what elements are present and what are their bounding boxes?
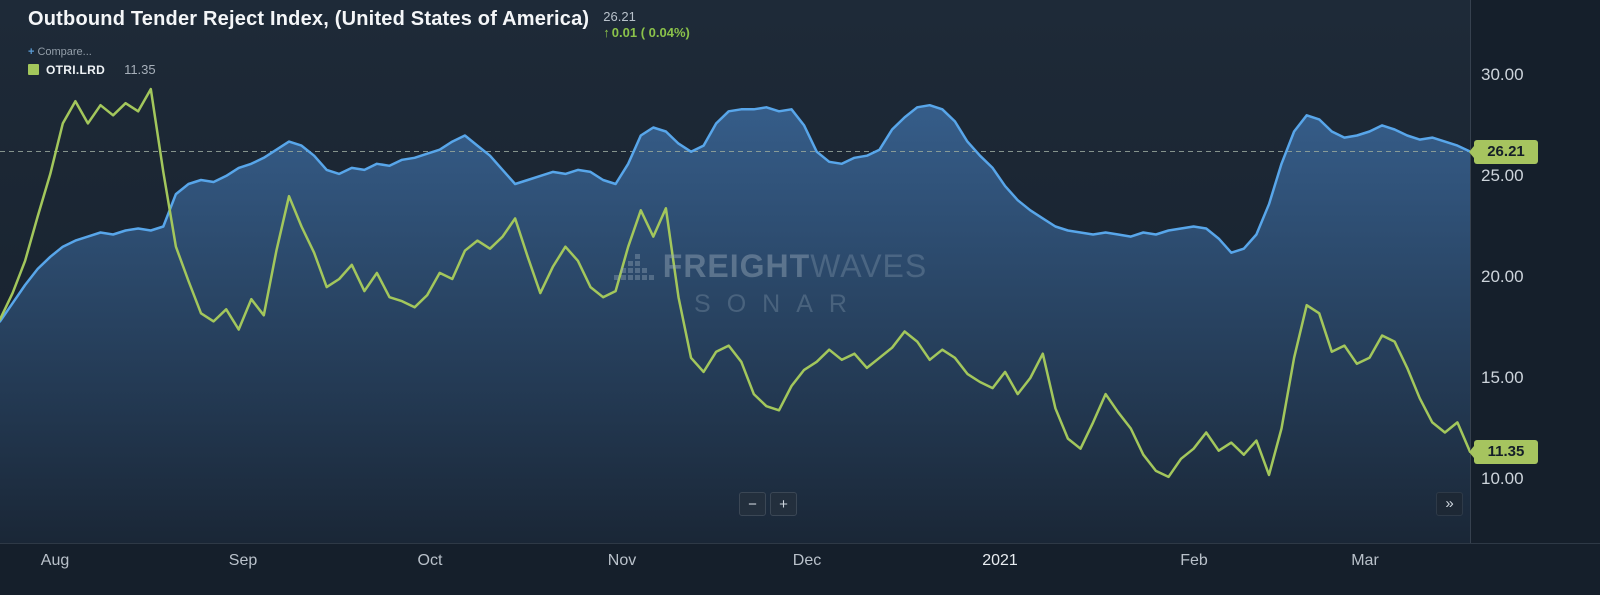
chart-plot: Outbound Tender Reject Index, (United St…	[0, 0, 1470, 543]
x-axis-label: Dec	[792, 552, 822, 569]
plus-icon: +	[28, 46, 35, 58]
y-axis-label: 30.00	[1481, 64, 1524, 84]
legend-swatch	[28, 64, 39, 75]
quote-last-value: 26.21	[603, 9, 636, 24]
y-axis-divider	[1470, 0, 1471, 543]
y-axis-label: 25.00	[1481, 165, 1524, 185]
quote-block: 26.21 ↑ 0.01 ( 0.04%)	[603, 9, 690, 41]
x-axis-label: Sep	[228, 552, 258, 569]
zoom-out-button[interactable]: −	[739, 492, 766, 516]
x-axis-label: Oct	[417, 552, 443, 569]
quote-change: ↑ 0.01 ( 0.04%)	[603, 25, 690, 41]
price-tag-value: 26.21	[1487, 143, 1525, 160]
x-axis-label: Feb	[1180, 552, 1208, 569]
x-axis[interactable]: Aug Sep Oct Nov Dec 2021 Feb Mar	[0, 544, 1600, 595]
legend-symbol: OTRI.LRD	[46, 62, 106, 77]
price-tag: 11.35	[1469, 439, 1538, 464]
x-axis-label: Mar	[1351, 552, 1379, 569]
zoom-in-button[interactable]: +	[770, 492, 797, 516]
x-axis-label: Aug	[40, 552, 70, 569]
chart-header: Outbound Tender Reject Index, (United St…	[28, 8, 690, 41]
compare-label: Compare...	[37, 46, 92, 58]
lrd-line	[0, 87, 1470, 479]
quote-change-text: 0.01 ( 0.04%)	[611, 25, 690, 40]
compare-button[interactable]: + Compare...	[28, 46, 92, 58]
legend-value: 11.35	[124, 62, 156, 77]
x-axis-divider	[0, 543, 1600, 544]
price-tag-arrow-icon	[1469, 145, 1474, 158]
up-arrow-icon: ↑	[603, 25, 610, 40]
legend-item-otri-lrd[interactable]: OTRI.LRD 11.35	[28, 62, 156, 77]
price-tag-value: 11.35	[1487, 443, 1525, 461]
x-axis-label: Nov	[607, 552, 637, 569]
price-tag-arrow-icon	[1469, 445, 1474, 458]
y-axis[interactable]: 30.00 25.00 20.00 15.00 10.00 26.21 11.35	[1469, 0, 1600, 543]
page-title: Outbound Tender Reject Index, (United St…	[28, 8, 590, 30]
otri-area-fill	[0, 105, 1470, 543]
y-axis-label: 10.00	[1481, 469, 1524, 488]
y-axis-label: 20.00	[1481, 267, 1524, 286]
chart-canvas[interactable]	[0, 0, 1470, 543]
x-axis-label: 2021	[982, 552, 1018, 569]
price-tag: 26.21	[1469, 139, 1538, 164]
y-axis-label: 15.00	[1481, 368, 1524, 387]
expand-panel-button[interactable]: »	[1436, 492, 1463, 516]
otri-line	[0, 103, 1470, 323]
zoom-controls: − +	[739, 492, 797, 516]
